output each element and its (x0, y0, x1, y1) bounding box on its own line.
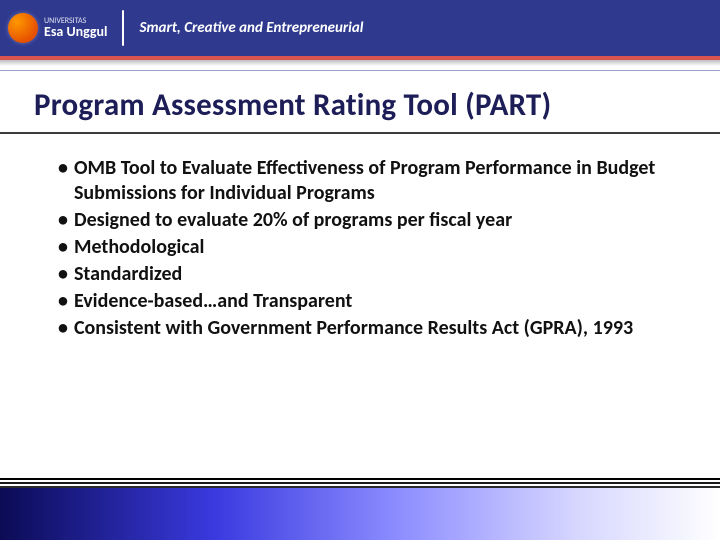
list-item: •Designed to evaluate 20% of programs pe… (58, 208, 672, 233)
footer-lines (0, 478, 720, 488)
list-item: •OMB Tool to Evaluate Effectiveness of P… (58, 156, 672, 206)
vertical-divider (122, 10, 124, 46)
thin-rule (0, 70, 720, 71)
list-item: •Methodological (58, 235, 672, 260)
title-underline (0, 132, 720, 134)
bullet-text: Designed to evaluate 20% of programs per… (74, 208, 672, 233)
logo-badge-icon (8, 13, 38, 43)
list-item: •Evidence-based…and Transparent (58, 289, 672, 314)
bullet-icon: • (58, 262, 68, 287)
bullet-icon: • (58, 156, 68, 206)
bullet-icon: • (58, 316, 68, 341)
body-content: •OMB Tool to Evaluate Effectiveness of P… (58, 156, 672, 343)
footer-gradient (0, 488, 720, 540)
bullet-icon: • (58, 208, 68, 233)
bullet-icon: • (58, 289, 68, 314)
bullet-text: Methodological (74, 235, 672, 260)
list-item: •Standardized (58, 262, 672, 287)
logo-small-text: UNIVERSITAS (44, 17, 108, 25)
list-item: •Consistent with Government Performance … (58, 316, 672, 341)
header-stripes (0, 56, 720, 66)
bullet-list: •OMB Tool to Evaluate Effectiveness of P… (58, 156, 672, 341)
bullet-icon: • (58, 235, 68, 260)
footer (0, 476, 720, 540)
header-bar: UNIVERSITAS Esa Unggul Smart, Creative a… (0, 0, 720, 56)
logo-text: UNIVERSITAS Esa Unggul (44, 17, 108, 39)
tagline: Smart, Creative and Entrepreneurial (140, 19, 364, 37)
bullet-text: Consistent with Government Performance R… (74, 316, 672, 341)
slide-title: Program Assessment Rating Tool (PART) (34, 86, 686, 124)
bullet-text: OMB Tool to Evaluate Effectiveness of Pr… (74, 156, 672, 206)
logo-main-text: Esa Unggul (44, 25, 108, 39)
bullet-text: Evidence-based…and Transparent (74, 289, 672, 314)
logo: UNIVERSITAS Esa Unggul (8, 13, 108, 43)
bullet-text: Standardized (74, 262, 672, 287)
slide: UNIVERSITAS Esa Unggul Smart, Creative a… (0, 0, 720, 540)
stripe-shadow (0, 60, 720, 66)
